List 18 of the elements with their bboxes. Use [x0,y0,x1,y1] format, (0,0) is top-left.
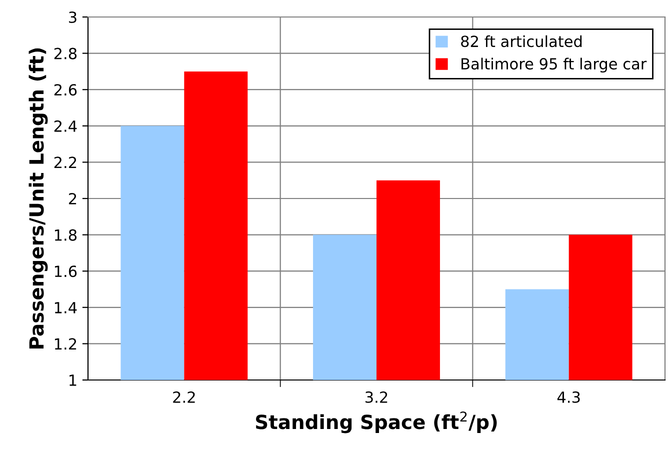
y-tick-label: 1 [70,374,76,386]
y-axis-title: Passengers/Unit Length (ft) [28,48,48,348]
x-tick-label: 2.2 [173,391,195,403]
y-tick-label: 2.6 [54,84,77,96]
y-tick-label: 2.8 [54,48,77,60]
y-tick-label: 1.4 [54,302,77,314]
y-tick-label: 1.8 [54,229,77,241]
legend-label: Baltimore 95 ft large car [462,58,647,73]
y-tick-label: 2 [68,192,76,204]
y-tick-label: 2.2 [54,156,76,168]
y-tick-label: 2.4 [54,120,77,132]
y-tick-label: 1.2 [54,338,76,350]
x-axis-title: Standing Space (ft$^{2}$/p) [256,411,497,434]
legend-label: 82 ft articulated [461,35,582,48]
y-tick-label: 3 [69,11,76,24]
x-tick-label: 4.3 [557,391,580,403]
x-tick-label: 3.2 [366,391,388,403]
y-tick-label: 1.6 [54,266,77,278]
